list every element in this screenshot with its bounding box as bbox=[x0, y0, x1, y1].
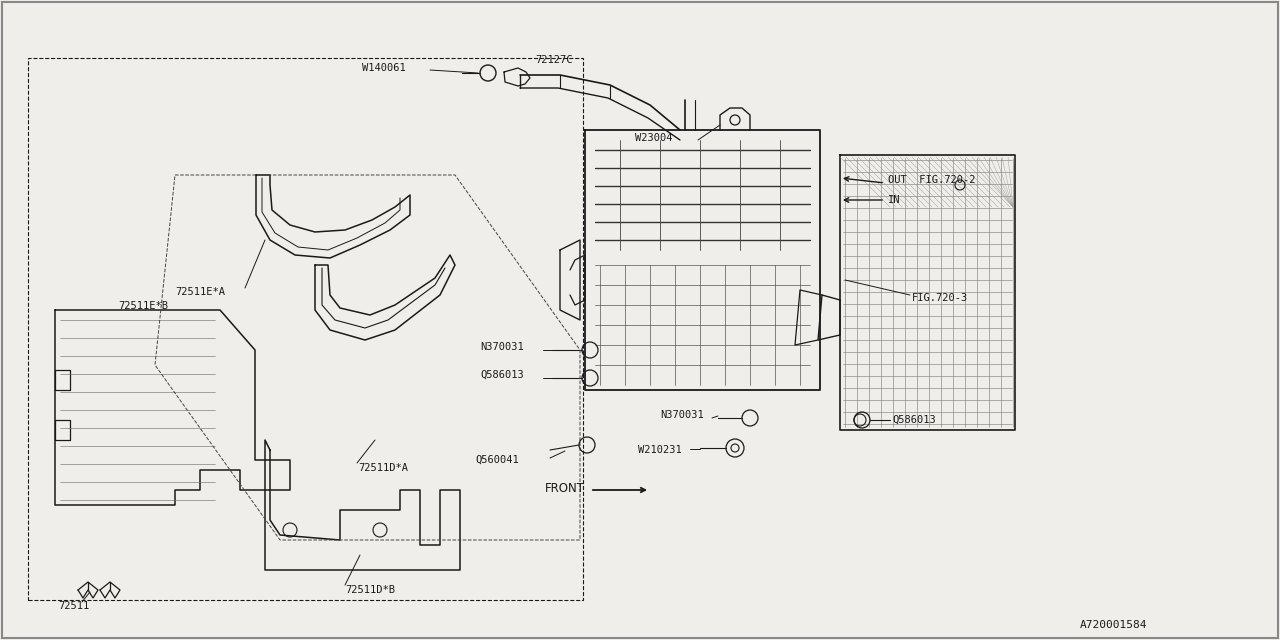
Text: A720001584: A720001584 bbox=[1080, 620, 1147, 630]
Text: 72511D*A: 72511D*A bbox=[358, 463, 408, 473]
Text: 72511: 72511 bbox=[58, 601, 90, 611]
Text: 72511E*A: 72511E*A bbox=[175, 287, 225, 297]
Text: Q586013: Q586013 bbox=[480, 370, 524, 380]
Text: FIG.720-3: FIG.720-3 bbox=[911, 293, 968, 303]
Text: W23004: W23004 bbox=[635, 133, 672, 143]
Text: OUT  FIG.720-2: OUT FIG.720-2 bbox=[888, 175, 975, 185]
Text: FRONT: FRONT bbox=[545, 481, 585, 495]
Text: Q560041: Q560041 bbox=[475, 455, 518, 465]
Text: 72511E*B: 72511E*B bbox=[118, 301, 168, 311]
Text: IN: IN bbox=[888, 195, 901, 205]
Text: W140061: W140061 bbox=[362, 63, 406, 73]
Bar bbox=[28, 58, 582, 600]
Text: W210231: W210231 bbox=[637, 445, 682, 455]
Text: N370031: N370031 bbox=[480, 342, 524, 352]
Text: 72511D*B: 72511D*B bbox=[346, 585, 396, 595]
Text: 72127C: 72127C bbox=[535, 55, 572, 65]
Text: Q586013: Q586013 bbox=[892, 415, 936, 425]
Text: N370031: N370031 bbox=[660, 410, 704, 420]
